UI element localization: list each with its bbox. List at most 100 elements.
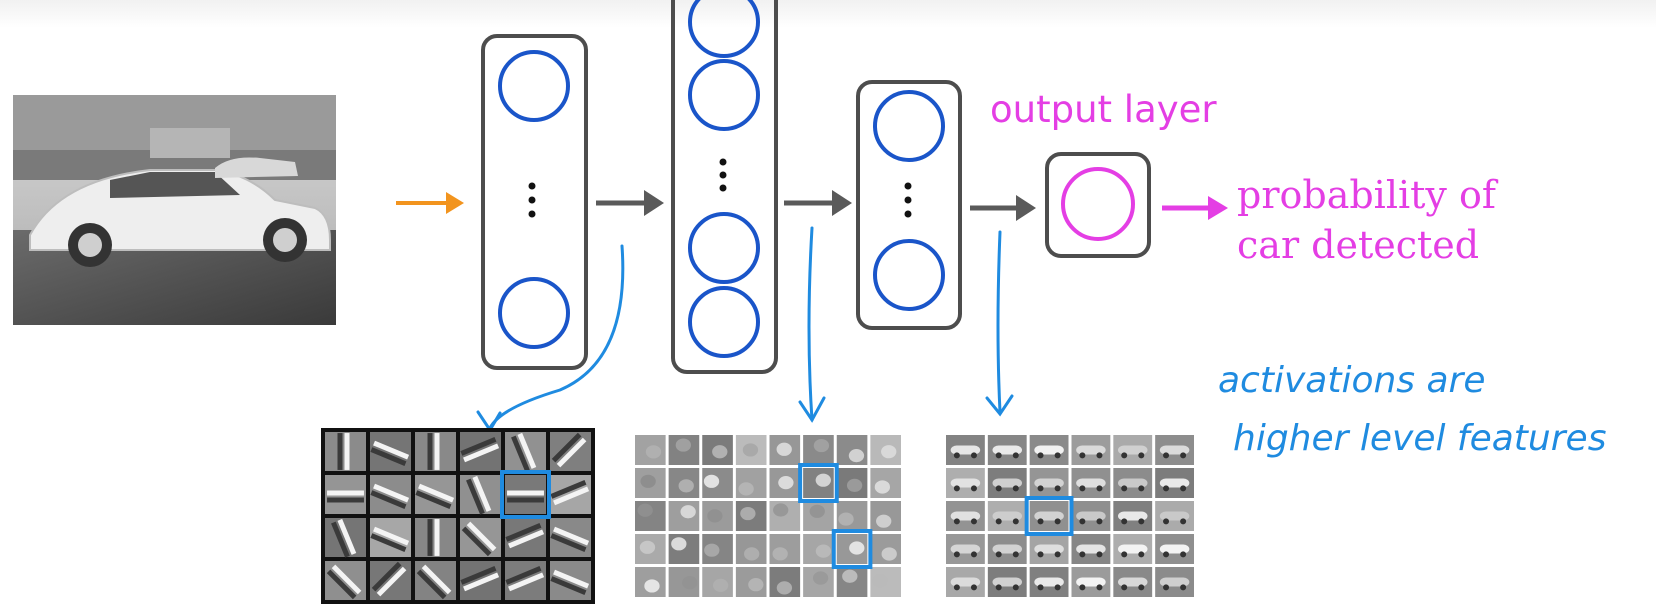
car-wheel xyxy=(1037,551,1044,558)
part-blob xyxy=(778,476,794,490)
car-shape xyxy=(1076,511,1106,521)
edge-stripe xyxy=(550,526,590,552)
car-wheel xyxy=(995,452,1002,459)
car-wheel xyxy=(1138,584,1145,591)
highlight-box xyxy=(500,470,551,519)
part-blob xyxy=(876,514,892,528)
edge-stripe xyxy=(551,432,587,468)
car-wheel xyxy=(1012,584,1019,591)
neuron xyxy=(498,50,570,122)
edge-stripe xyxy=(466,475,492,515)
edge-stripe xyxy=(415,483,455,509)
part-blob xyxy=(712,578,729,592)
car-wheel xyxy=(1180,518,1187,525)
edge-stripe xyxy=(505,523,545,549)
activation-arrow-1-head xyxy=(476,410,502,433)
layer-box xyxy=(1045,152,1151,258)
output-neuron xyxy=(1061,167,1135,241)
part-blob xyxy=(815,544,832,558)
car-shape xyxy=(992,445,1023,455)
car-shape xyxy=(1159,478,1190,488)
car-shape xyxy=(1159,577,1190,587)
ellipsis-dot xyxy=(904,182,912,190)
highlight-box xyxy=(831,529,873,569)
annotation-line-2: higher level features xyxy=(1233,418,1606,459)
car-wheel xyxy=(1163,518,1170,525)
car-shape xyxy=(1117,445,1148,455)
car-wheel xyxy=(1096,518,1103,525)
edge-stripe xyxy=(370,483,410,509)
edge-stripe xyxy=(327,490,364,503)
car-wheel xyxy=(1054,518,1061,525)
car-shape xyxy=(950,544,981,554)
ellipsis-dot xyxy=(719,184,727,192)
ellipsis-dot xyxy=(719,171,727,179)
feature-tile xyxy=(668,534,700,564)
car-wheel xyxy=(1037,518,1044,525)
part-blob xyxy=(671,537,687,551)
car-wheel xyxy=(1012,551,1019,558)
car-wheel xyxy=(1163,551,1170,558)
part-blob xyxy=(809,504,825,518)
car-wheel xyxy=(1180,452,1187,459)
car-wheel xyxy=(970,452,977,459)
car-wheel xyxy=(1163,485,1170,492)
car-wheel xyxy=(1054,485,1061,492)
neuron xyxy=(498,277,570,349)
part-blob xyxy=(815,473,831,487)
car-wheel xyxy=(1079,518,1086,525)
neuron xyxy=(688,212,760,284)
part-blob xyxy=(682,576,698,590)
car-shape xyxy=(1034,511,1064,521)
edge-stripe xyxy=(511,432,537,472)
car-wheel xyxy=(1096,584,1103,591)
probability-label-line-1: probability of xyxy=(1237,173,1499,217)
edge-stripe xyxy=(371,561,407,597)
car-wheel xyxy=(995,551,1002,558)
ellipsis-dot xyxy=(719,158,727,166)
car-shape xyxy=(1159,511,1190,521)
car-wheel xyxy=(1180,485,1187,492)
car-wheel xyxy=(970,551,977,558)
arrow-head xyxy=(644,190,664,216)
car-shape xyxy=(1034,544,1064,554)
part-blob xyxy=(881,547,897,561)
ellipsis-dot xyxy=(528,210,536,218)
car-wheel xyxy=(953,485,960,492)
highlight-box xyxy=(798,463,839,503)
hidden-layer-2 xyxy=(671,0,778,374)
neuron xyxy=(688,0,760,58)
highlight-box xyxy=(1024,496,1074,536)
neuron xyxy=(688,59,760,131)
arrow-head xyxy=(832,190,852,216)
edge-stripe xyxy=(507,490,544,503)
neuron xyxy=(873,239,945,311)
part-blob xyxy=(776,442,792,456)
part-features-grid xyxy=(632,432,904,600)
part-blob xyxy=(640,474,656,488)
part-blob xyxy=(712,445,728,459)
edge-stripe xyxy=(416,564,452,600)
car-wheel xyxy=(1121,551,1128,558)
slide-top-bar xyxy=(0,0,1656,28)
car-wheel xyxy=(1121,584,1128,591)
car-wheel xyxy=(1138,485,1145,492)
car-wheel xyxy=(1163,452,1170,459)
edge-stripe xyxy=(427,433,440,470)
car-wheel xyxy=(995,485,1002,492)
part-blob xyxy=(680,505,696,519)
part-blob xyxy=(848,449,865,463)
neuron xyxy=(873,90,945,162)
ellipsis-dot xyxy=(528,196,536,204)
car-wheel xyxy=(1121,518,1128,525)
input-car-image xyxy=(13,95,336,325)
part-blob xyxy=(644,579,660,593)
car-shape xyxy=(1034,478,1064,488)
car-wheel xyxy=(953,452,960,459)
part-blob xyxy=(849,541,865,555)
car-shape xyxy=(950,511,981,521)
edge-stripe xyxy=(427,519,440,556)
car-shape xyxy=(1117,577,1148,587)
edge-stripe xyxy=(331,518,357,558)
edge-features-grid xyxy=(321,428,595,604)
